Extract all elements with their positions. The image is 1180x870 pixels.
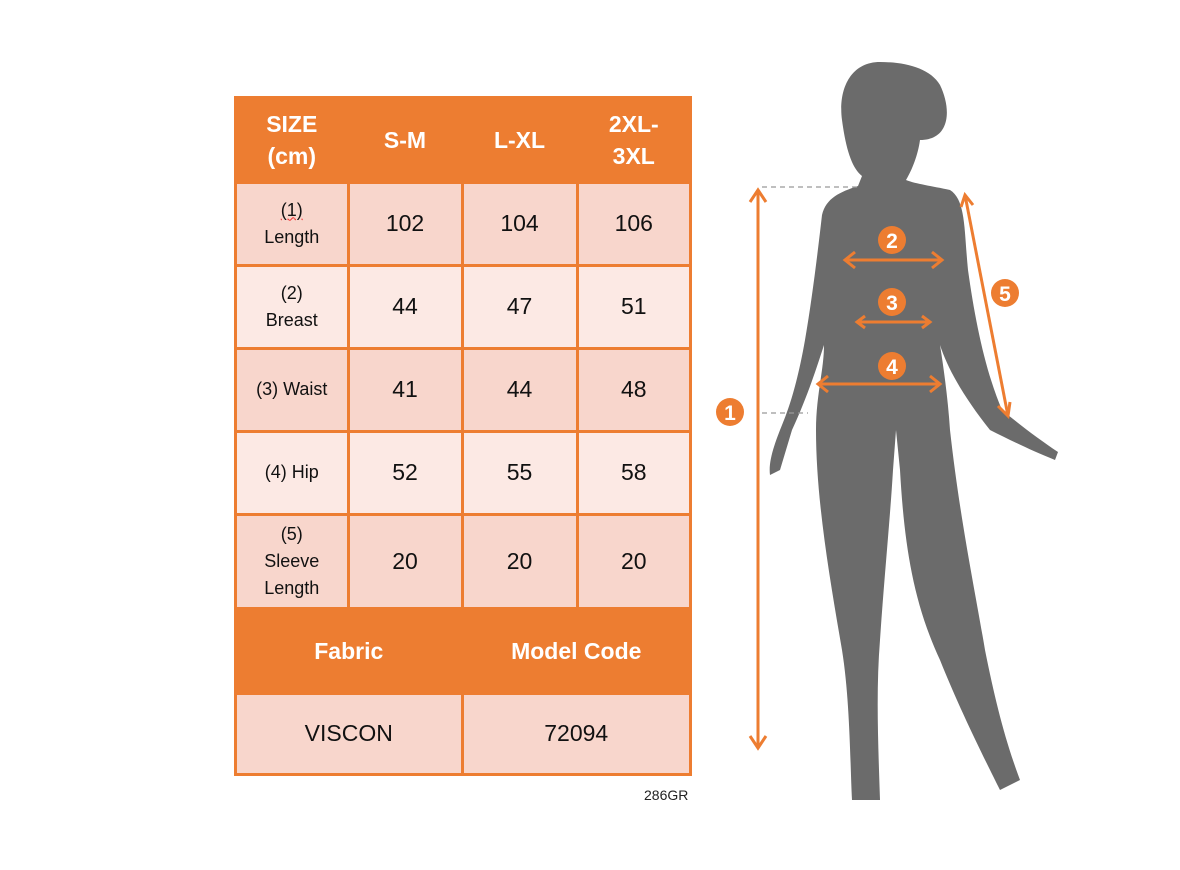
cell-text: 41 (392, 376, 418, 402)
header-cell: 2XL-3XL (579, 99, 690, 181)
cell-text: Length (264, 226, 320, 247)
header-cell: SIZE (cm) (237, 99, 347, 181)
marker-5: 5 (999, 283, 1011, 306)
footer-value-cell: VISCON (237, 694, 461, 773)
marker-4: 4 (886, 356, 898, 379)
cell-text: 47 (506, 293, 533, 319)
marker-3: 3 (886, 292, 898, 315)
header-cell: S-M (350, 99, 461, 181)
cell-text: VISCON (304, 720, 393, 747)
header-text: S-M (383, 126, 427, 153)
value-cell: 41 (349, 349, 461, 430)
footer-header-cell: Fabric (237, 610, 461, 692)
value-cell: 44 (349, 266, 461, 347)
cell-text: 20 (392, 547, 418, 574)
cell-text: 58 (620, 459, 647, 485)
footer-header-cell: Model Code (464, 610, 690, 692)
value-cell: 51 (578, 266, 689, 347)
header-text: L-XL (493, 126, 546, 153)
row-label: (4) Hip (237, 432, 347, 513)
value-cell: 104 (463, 183, 576, 264)
cell-text: 102 (385, 210, 425, 236)
measurement-markers: 1 2 3 4 5 (716, 226, 1019, 426)
cell-text: 48 (620, 376, 647, 402)
value-cell: 20 (349, 515, 461, 607)
product-code: 286GR (644, 787, 689, 803)
marker-1: 1 (724, 402, 736, 425)
value-cell: 48 (578, 349, 689, 430)
cell-text: (2) (280, 282, 303, 303)
cell-text: 44 (506, 376, 533, 402)
row-label: (1) Length (237, 183, 347, 264)
cell-text: Model Code (511, 637, 642, 664)
cell-text: 106 (614, 210, 653, 236)
value-cell: 102 (349, 183, 461, 264)
value-cell: 44 (463, 349, 576, 430)
measurement-arrows (748, 187, 1012, 751)
silhouette-icon (769, 62, 1058, 800)
cell-text: Sleeve (264, 550, 320, 571)
guide-lines (762, 186, 860, 414)
value-cell: 106 (578, 183, 689, 264)
header-text: 2XL-3XL (608, 110, 659, 169)
footer-value-cell: 72094 (463, 694, 689, 773)
cell-text: Fabric (314, 637, 384, 664)
cell-text: (4) Hip (264, 462, 319, 482)
value-cell: 47 (463, 266, 576, 347)
row-label: (2) Breast (237, 266, 347, 347)
cell-text: 51 (620, 293, 647, 319)
size-chart-table: SIZE (cm) S-M L-XL 2XL-3XL (1) Length 102 104 10… (234, 96, 692, 776)
cell-text: 72094 (544, 720, 609, 747)
cell-text: Breast (265, 309, 318, 330)
cell-text: 52 (392, 459, 418, 485)
value-cell: 58 (578, 432, 689, 513)
value-cell: 20 (578, 515, 689, 607)
cell-text: 20 (506, 547, 533, 574)
cell-text: 20 (620, 547, 647, 574)
row-label: (5) Sleeve Length (237, 515, 347, 607)
cell-text: (5) (280, 523, 303, 544)
row-label: (3) Waist (237, 349, 347, 430)
value-cell: 55 (463, 432, 576, 513)
cell-text: 44 (392, 293, 418, 319)
cell-text: 104 (500, 210, 539, 236)
value-cell: 20 (463, 515, 576, 607)
body-silhouette-figure: 1 2 3 4 5 (716, 62, 1058, 800)
cell-text: 55 (506, 459, 533, 485)
cell-text: Length (264, 577, 320, 598)
marker-2: 2 (886, 230, 898, 253)
header-text: SIZE (cm) (266, 110, 318, 169)
cell-text: (3) Waist (256, 379, 328, 399)
cell-text: (1) (280, 199, 303, 220)
value-cell: 52 (349, 432, 461, 513)
header-cell: L-XL (464, 99, 576, 181)
